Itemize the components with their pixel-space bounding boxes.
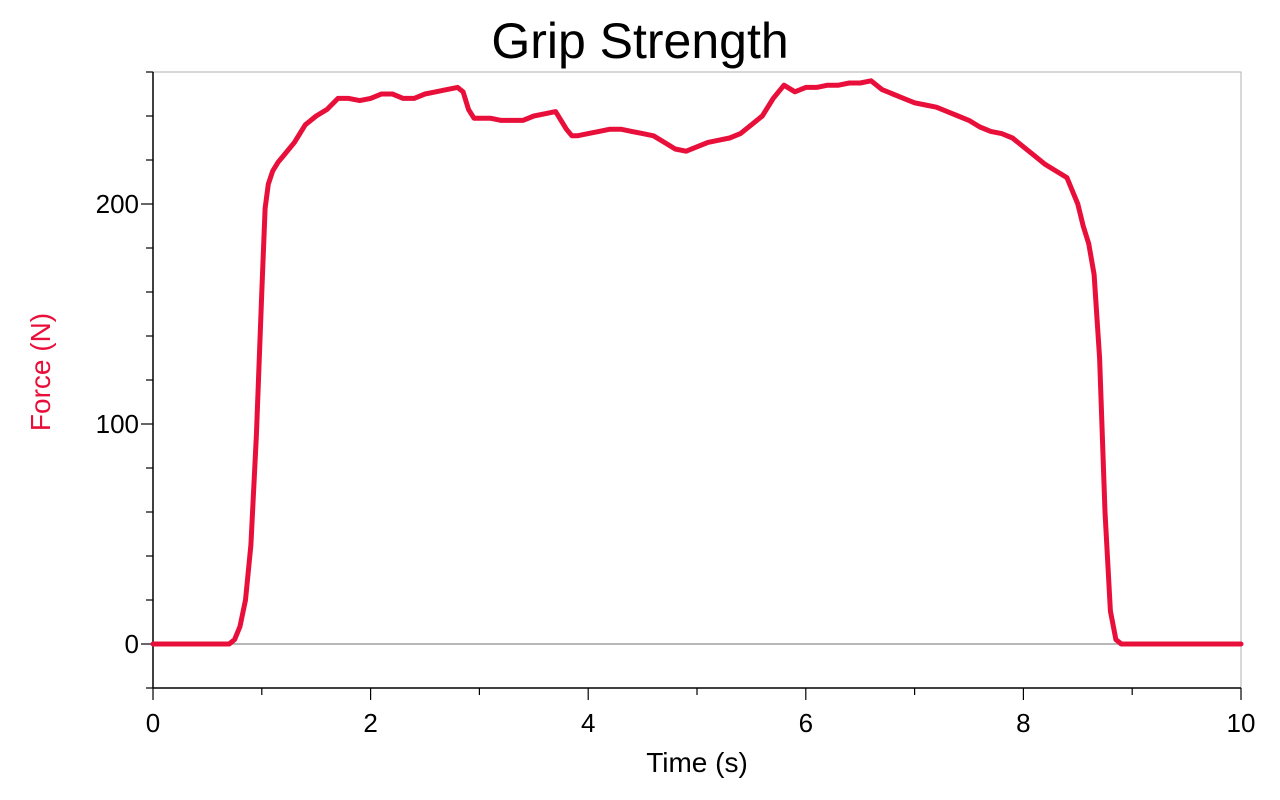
y-tick-label: 200 (96, 189, 139, 219)
chart-title: Grip Strength (491, 13, 788, 69)
x-tick-label: 2 (363, 708, 377, 738)
x-tick-label: 4 (581, 708, 595, 738)
x-tick-labels: 0 2 4 6 8 10 (146, 708, 1256, 738)
y-axis-label: Force (N) (25, 313, 56, 431)
x-tick-label: 8 (1016, 708, 1030, 738)
x-ticks (152, 688, 1242, 700)
y-ticks (141, 71, 153, 689)
y-tick-label: 0 (125, 629, 139, 659)
y-tick-labels: 0 100 200 (96, 189, 139, 659)
x-tick-label: 10 (1227, 708, 1256, 738)
x-tick-label: 0 (146, 708, 160, 738)
force-series-line (150, 78, 1244, 647)
y-tick-label: 100 (96, 409, 139, 439)
x-axis-label: Time (s) (646, 747, 748, 778)
x-tick-label: 6 (799, 708, 813, 738)
plot-frame (152, 71, 1242, 689)
